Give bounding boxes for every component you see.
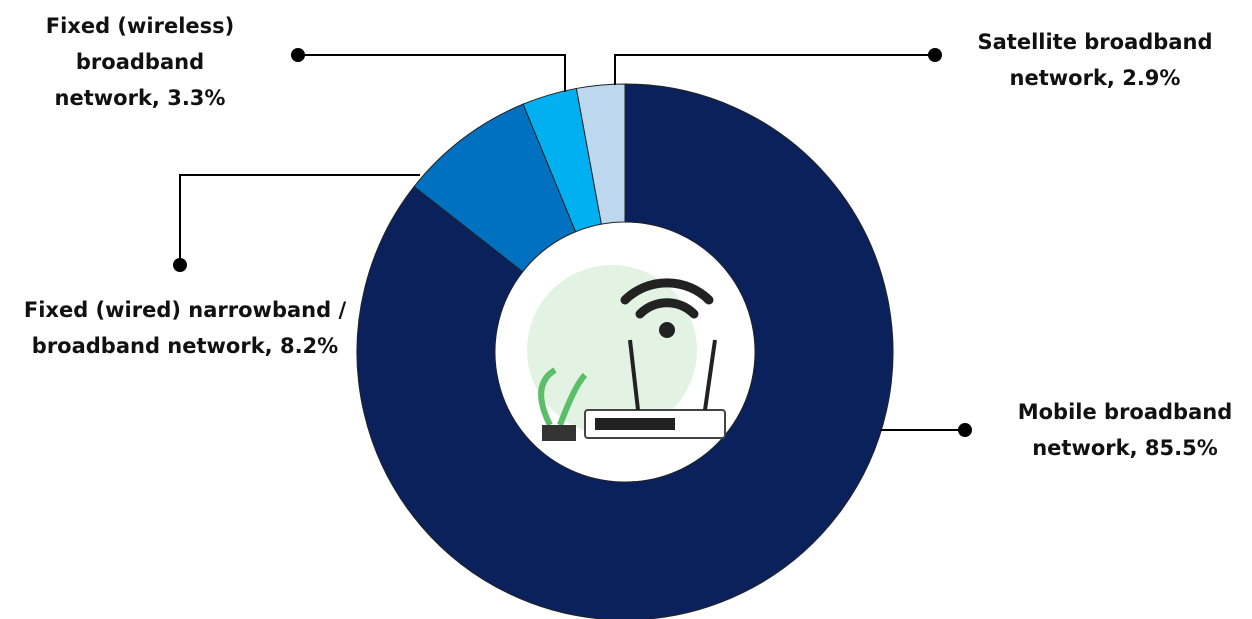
slice-label: Mobile broadband network, 85.5% <box>1000 394 1250 466</box>
slice-label: Fixed (wireless) broadband network, 3.3% <box>20 8 260 116</box>
slice-label: Satellite broadband network, 2.9% <box>955 24 1235 96</box>
chart: Mobile broadband network, 85.5% Fixed (w… <box>0 0 1252 619</box>
center-illustration <box>527 265 725 441</box>
slice-label: Fixed (wired) narrowband / broadband net… <box>15 292 355 364</box>
